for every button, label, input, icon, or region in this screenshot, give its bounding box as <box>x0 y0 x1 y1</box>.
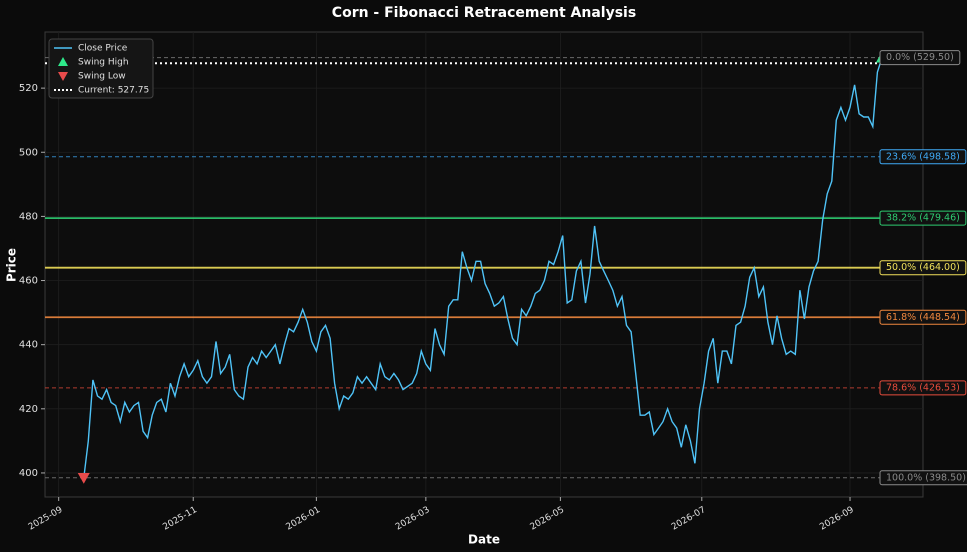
fib-level-text: 78.6% (426.53) <box>886 382 960 393</box>
chart-title: Corn - Fibonacci Retracement Analysis <box>332 5 636 21</box>
legend-swing-low <box>58 72 68 81</box>
plot-area <box>44 31 924 498</box>
fib-level-text: 61.8% (448.54) <box>886 312 960 323</box>
fib-level-text: 50.0% (464.00) <box>886 262 960 273</box>
legend-swing-high <box>58 57 68 66</box>
fib-label-box <box>879 149 967 165</box>
fib-level-text: 23.6% (498.58) <box>886 151 960 162</box>
fib-label-box <box>879 470 967 486</box>
fib-level-label: 78.6% (426.53) <box>879 380 967 396</box>
y-tick-label: 520 <box>19 83 38 94</box>
fib-level-label: 23.6% (498.58) <box>879 149 967 165</box>
fib-level-label: 0.0% (529.50) <box>879 50 961 66</box>
y-tick-label: 500 <box>19 147 38 158</box>
fib-level-text: 0.0% (529.50) <box>886 52 954 63</box>
y-tick-label: 440 <box>19 340 38 351</box>
fib-level-text: 38.2% (479.46) <box>886 213 960 224</box>
fib-level-label: 100.0% (398.50) <box>879 470 967 486</box>
legend-box <box>48 38 154 99</box>
fib-label-box <box>879 380 967 396</box>
y-tick-label: 480 <box>19 211 38 222</box>
legend: Close Price Swing High Swing Low Current: 5… <box>48 38 154 99</box>
fib-level-label: 38.2% (479.46) <box>879 210 967 226</box>
y-axis-label: Price <box>5 248 19 282</box>
legend-label: Current: 527.75 <box>78 86 149 96</box>
fib-level-label: 61.8% (448.54) <box>879 309 967 325</box>
fib-label-box <box>879 50 961 66</box>
fib-label-box <box>879 210 967 226</box>
legend-label: Swing Low <box>78 72 126 82</box>
y-tick-label: 400 <box>19 468 38 479</box>
price-line <box>83 57 883 478</box>
fib-level-label: 50.0% (464.00) <box>879 260 967 276</box>
legend-label: Close Price <box>78 44 128 54</box>
swing-low-marker <box>77 472 90 484</box>
y-tick-label: 460 <box>19 276 38 287</box>
fib-label-box <box>879 309 967 325</box>
fib-label-box <box>879 260 967 276</box>
fib-level-text: 100.0% (398.50) <box>886 472 966 483</box>
y-tick-label: 420 <box>19 404 38 415</box>
x-axis-label: Date <box>468 533 500 547</box>
legend-label: Swing High <box>78 58 129 68</box>
